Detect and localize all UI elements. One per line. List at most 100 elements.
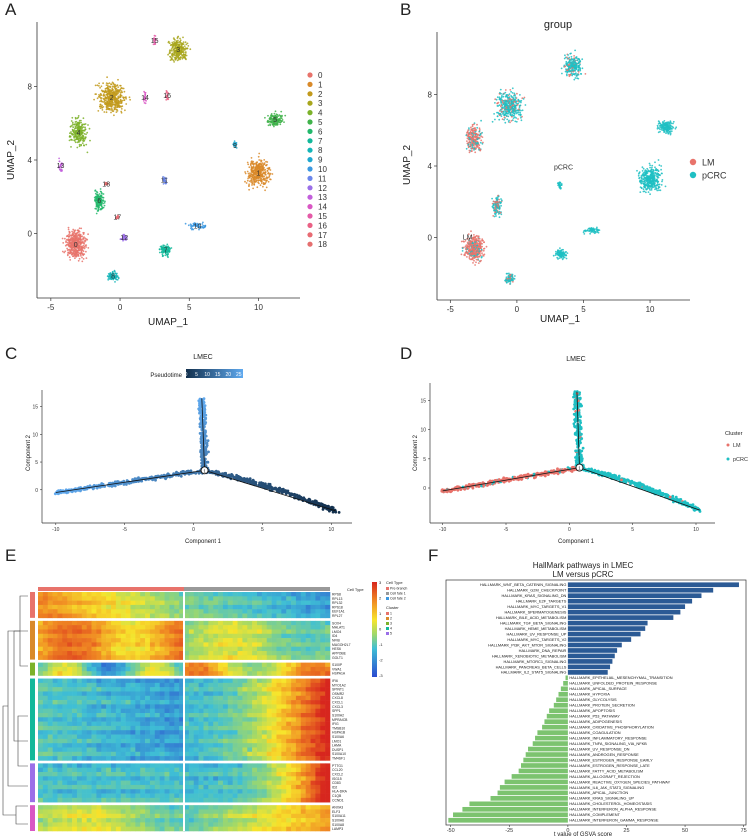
pseudotime-tick: 10: [204, 372, 210, 378]
umap-group-point: [511, 115, 513, 118]
umap-point-c4: [77, 122, 80, 124]
umap-point-c0: [77, 252, 79, 254]
umap-group-point: [460, 253, 463, 256]
umap-point-c2: [116, 97, 119, 100]
umap-point-c4: [80, 121, 82, 124]
umap-point-c18: [104, 183, 107, 186]
umap-point-c5: [277, 120, 280, 123]
umap-group-point: [469, 130, 472, 133]
umap-group-title: group: [544, 19, 572, 31]
umap-group-point: [558, 185, 561, 188]
umap-group-point: [656, 189, 659, 192]
umap-group-point: [650, 187, 653, 190]
umap-point-c5: [272, 118, 275, 121]
umap-point-c2: [117, 95, 120, 98]
umap-point-c16: [165, 98, 168, 101]
umap-point-c8: [109, 272, 112, 274]
umap-group-point: [507, 104, 509, 107]
umap-point-c5: [280, 115, 283, 118]
umap-group-point: [506, 272, 509, 275]
umap-group-point: [466, 237, 469, 240]
umap-group-point: [473, 123, 475, 126]
umap-point-c2: [98, 85, 100, 87]
umap-group-point: [576, 59, 579, 62]
umap-group-ytick: 0: [428, 233, 433, 242]
umap-group-point: [568, 68, 571, 70]
umap-point-c6: [96, 210, 99, 212]
umap-group-point: [574, 49, 576, 52]
umap-point-c4: [84, 126, 86, 129]
umap-group-point: [498, 104, 501, 107]
umap-point-c4: [68, 139, 71, 142]
umap-group-point: [644, 184, 647, 186]
umap-group-point: [521, 115, 523, 118]
umap-group-point: [473, 247, 476, 250]
umap-group-point: [467, 129, 470, 132]
umap-group-point: [643, 180, 645, 183]
umap-point-c2: [94, 84, 97, 87]
umap-point-c1: [251, 169, 254, 172]
umap-group-point: [660, 165, 663, 167]
trajectory-point: [131, 478, 135, 481]
umap-group-point: [466, 241, 469, 244]
umap-point-c1: [259, 165, 261, 168]
umap-group-point: [471, 258, 474, 261]
umap-group-point: [641, 170, 644, 172]
umap-point-c7: [158, 251, 161, 254]
umap-point-c10: [198, 225, 201, 228]
umap-point-c4: [71, 139, 73, 141]
umap-group-point: [594, 230, 596, 233]
umap-point-c1: [258, 171, 261, 174]
umap-point-c5: [270, 114, 272, 117]
umap-point-c1: [247, 172, 250, 175]
umap-group-point: [469, 239, 472, 242]
umap-group-point: [517, 109, 520, 112]
umap-point-c2: [108, 82, 111, 84]
umap-group-point: [470, 243, 472, 246]
umap-point-c2: [106, 76, 108, 79]
umap-point-c15: [153, 43, 156, 46]
umap-group-point: [662, 123, 665, 126]
umap-group-point: [559, 181, 561, 184]
umap-point-c3: [184, 54, 187, 57]
umap-group-point: [581, 67, 584, 70]
umap-group-point: [575, 75, 578, 77]
umap-point-c1: [244, 172, 247, 175]
umap-point-c1: [248, 176, 251, 179]
umap-point-c6: [94, 199, 96, 202]
umap-point-c2: [99, 103, 102, 106]
umap-group-point: [589, 232, 591, 235]
umap-point-c1: [258, 168, 261, 171]
umap-group-point: [475, 140, 477, 143]
umap-point-c0: [76, 246, 79, 248]
umap-point-c4: [77, 125, 79, 128]
umap-point-c5: [280, 117, 283, 120]
umap-point-c3: [171, 46, 174, 49]
umap-point-c1: [268, 174, 271, 177]
umap-point-c0: [69, 250, 71, 252]
umap-point-c1: [268, 166, 271, 169]
umap-point-c4: [71, 134, 74, 136]
umap-point-c1: [253, 181, 255, 183]
umap-point-c2: [106, 101, 109, 104]
umap-group-point: [517, 111, 520, 114]
umap-point-c6: [97, 198, 100, 201]
umap-group-point: [565, 68, 567, 70]
umap-point-c0: [76, 249, 78, 252]
umap-group-point: [471, 248, 474, 251]
umap-point-c6: [94, 195, 97, 198]
legend-swatch: [307, 100, 313, 106]
umap-point-c11: [162, 175, 165, 178]
umap-group-point: [514, 275, 516, 277]
umap-group-point: [470, 230, 472, 233]
umap-point-c5: [273, 121, 276, 124]
umap-group-point: [497, 205, 499, 208]
umap-point-c4: [81, 131, 84, 134]
umap-point-c0: [72, 228, 75, 231]
legend-entry: 9: [318, 156, 323, 165]
umap-group-point: [640, 182, 643, 184]
umap-point-c0: [69, 238, 71, 241]
umap-group-point: [583, 233, 586, 235]
umap-group-point: [512, 102, 514, 105]
umap-group-point: [520, 119, 523, 122]
